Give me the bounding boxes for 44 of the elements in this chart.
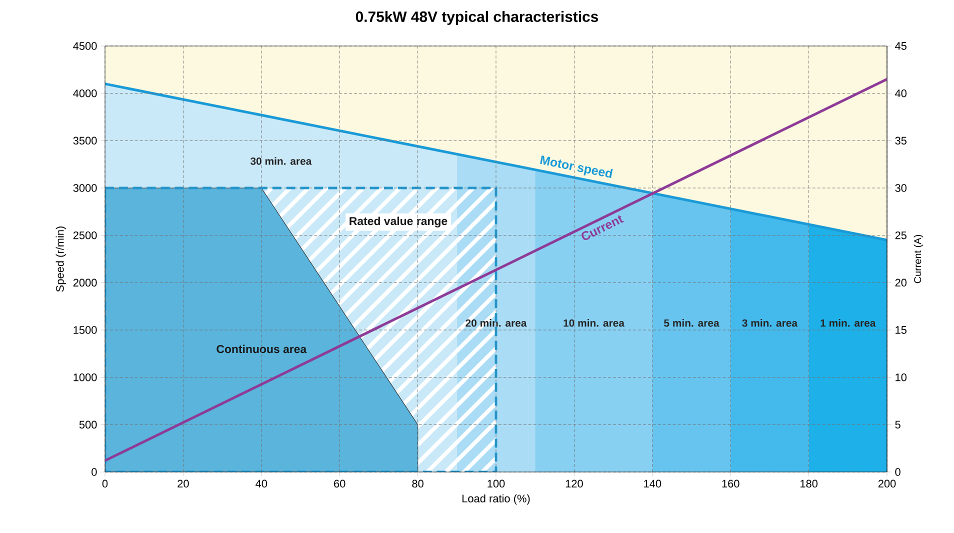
- y2-axis-title: Current (A): [914, 234, 924, 284]
- band-label: 5 min. area: [664, 319, 720, 327]
- y2-tick-label: 30: [895, 184, 907, 192]
- series-label: Continuous area: [216, 344, 307, 354]
- y2-tick-label: 20: [895, 278, 907, 287]
- y2-tick-label: 0: [895, 468, 900, 476]
- band-label: 20 min. area: [466, 319, 527, 327]
- x-tick-label: 140: [644, 480, 662, 488]
- x-tick-label: 0: [102, 480, 108, 488]
- y2-tick-label: 10: [896, 373, 907, 382]
- x-axis-title: Load ratio (%): [462, 494, 530, 505]
- y-tick-label: 1000: [74, 373, 97, 382]
- x-tick-label: 120: [566, 480, 583, 488]
- y-tick-label: 2500: [73, 231, 97, 240]
- y2-tick-label: 35: [895, 136, 906, 145]
- chart-title: 0.75kW 48V typical characteristics: [356, 11, 598, 25]
- band-label: 1 min. area: [820, 319, 876, 327]
- y2-tick-label: 45: [895, 42, 906, 50]
- series-label: Rated value range: [350, 216, 448, 228]
- x-tick-label: 80: [412, 480, 424, 488]
- y-tick-label: 3500: [73, 136, 97, 145]
- x-tick-label: 40: [256, 480, 268, 488]
- y-tick-label: 3000: [73, 184, 97, 192]
- y-tick-label: 4000: [73, 89, 97, 98]
- x-tick-label: 160: [722, 480, 740, 488]
- y2-tick-label: 5: [895, 420, 900, 428]
- y2-tick-label: 25: [895, 231, 906, 240]
- y-tick-label: 4500: [73, 42, 97, 50]
- y-axis-title: Speed (r/min): [56, 226, 66, 292]
- band-label: 30 min. area: [250, 157, 312, 165]
- x-tick-label: 20: [178, 480, 189, 488]
- y-tick-label: 2000: [73, 278, 97, 287]
- y-tick-label: 500: [79, 420, 97, 429]
- band-label: 10 min. area: [564, 319, 625, 327]
- y2-tick-label: 40: [895, 89, 907, 98]
- x-tick-label: 60: [334, 480, 346, 488]
- y2-tick-label: 15: [896, 326, 906, 334]
- x-tick-label: 180: [800, 480, 818, 488]
- text: Motor speed: [540, 155, 613, 178]
- y-tick-label: 0: [92, 468, 97, 476]
- band-label: 3 min. area: [742, 319, 798, 327]
- x-tick-label: 200: [878, 480, 896, 488]
- y-tick-label: 1500: [74, 326, 97, 334]
- x-tick-label: 100: [488, 480, 505, 488]
